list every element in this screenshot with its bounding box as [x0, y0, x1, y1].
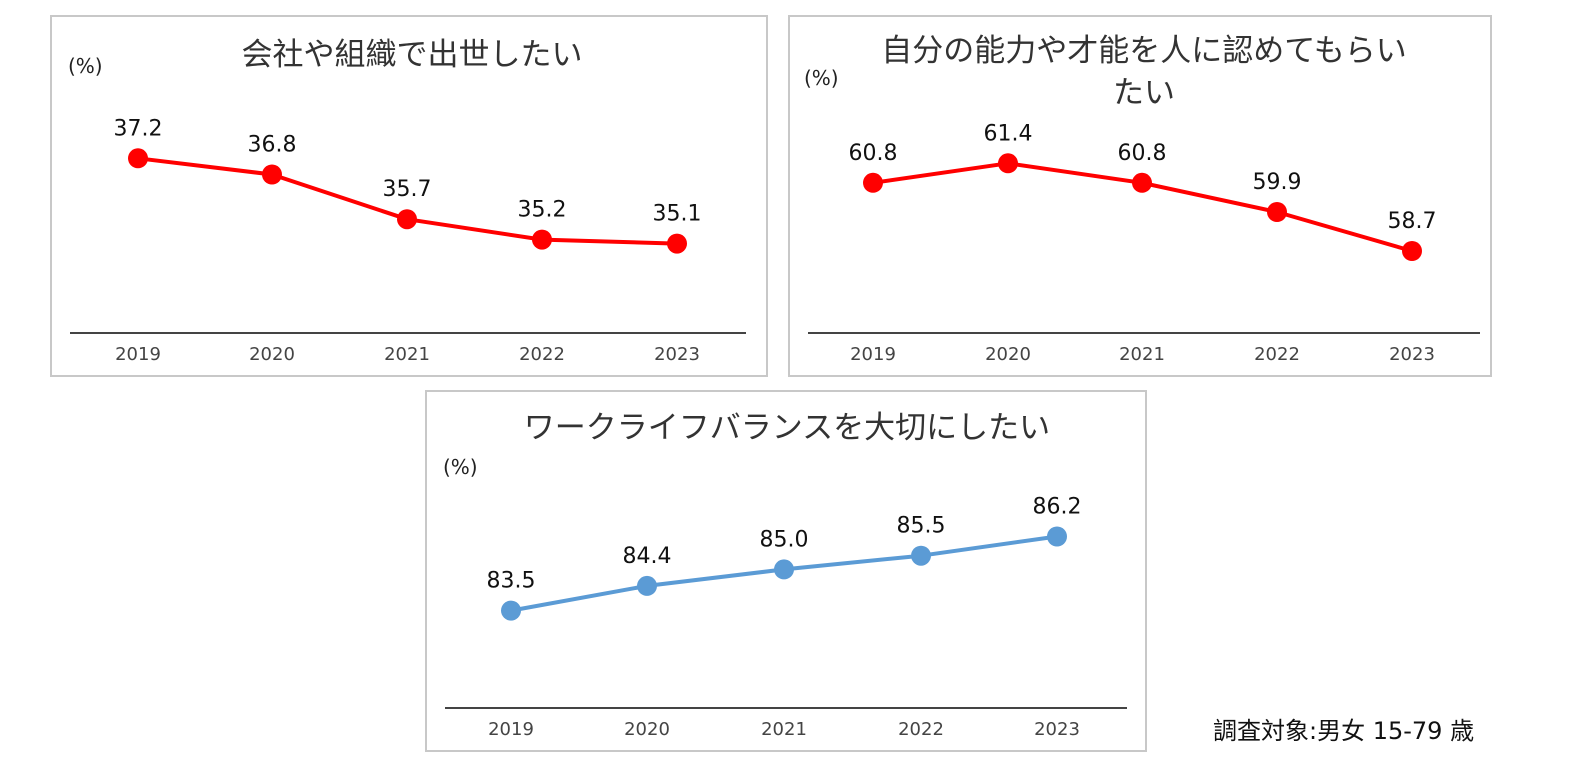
- data-label-2019: 60.8: [849, 141, 898, 166]
- data-point-2019: [501, 600, 521, 621]
- data-point-2022: [532, 229, 552, 250]
- data-label-2021: 60.8: [1118, 141, 1167, 166]
- data-point-2023: [1402, 241, 1422, 261]
- chart-title: 会社や組織で出世したい: [242, 37, 583, 73]
- x-tick-2020: 2020: [624, 719, 670, 740]
- x-tick-2023: 2023: [1034, 719, 1080, 740]
- chart-title-line-1: 自分の能力や才能を人に認めてもらい: [881, 33, 1406, 69]
- data-point-2020: [998, 153, 1018, 174]
- x-tick-2019: 2019: [488, 719, 534, 740]
- x-tick-2020: 2020: [249, 344, 295, 365]
- chart-svg-career: 会社や組織で出世したい (%) 37.2 2019 36.8 2020 35.7 2021…: [68, 37, 746, 365]
- chart-panel-work-life-balance: ワークライフバランスを大切にしたい (%) 83.5 2019 84.4 2020 85…: [425, 390, 1147, 752]
- x-tick-2021: 2021: [384, 344, 430, 365]
- data-label-2023: 35.1: [653, 202, 702, 227]
- x-tick-2019: 2019: [850, 344, 896, 365]
- data-label-2022: 85.5: [897, 514, 946, 539]
- data-point-2021: [1132, 172, 1152, 193]
- data-label-2021: 35.7: [383, 177, 432, 202]
- chart-svg-work-life-balance: ワークライフバランスを大切にしたい (%) 83.5 2019 84.4 2020 85…: [443, 410, 1127, 740]
- chart-title: ワークライフバランスを大切にしたい: [524, 410, 1050, 446]
- x-tick-2021: 2021: [761, 719, 807, 740]
- data-label-2019: 83.5: [487, 569, 536, 594]
- data-point-2022: [1267, 202, 1287, 222]
- data-label-2020: 84.4: [623, 544, 672, 569]
- x-tick-2020: 2020: [985, 344, 1031, 365]
- x-tick-2019: 2019: [115, 344, 161, 365]
- chart-panel-career: 会社や組織で出世したい (%) 37.2 2019 36.8 2020 35.7 2021…: [50, 15, 768, 377]
- survey-note: 調査対象:男女 15-79 歳: [1213, 717, 1475, 745]
- data-point-2019: [128, 148, 148, 169]
- data-label-2021: 85.0: [760, 527, 809, 552]
- chart-title-line-2: たい: [1113, 75, 1175, 111]
- data-label-2020: 36.8: [248, 133, 297, 158]
- x-tick-2022: 2022: [519, 344, 565, 365]
- data-point-2020: [637, 575, 657, 596]
- x-tick-2023: 2023: [1389, 344, 1435, 365]
- data-point-2020: [262, 164, 282, 185]
- data-point-2021: [774, 559, 794, 580]
- data-label-2022: 35.2: [518, 198, 567, 223]
- data-point-2019: [863, 172, 883, 193]
- data-point-2023: [1047, 526, 1067, 547]
- chart-svg-recognition: 自分の能力や才能を人に認めてもらい たい (%) 60.8 2019 61.4 202…: [804, 33, 1480, 365]
- x-tick-2021: 2021: [1119, 344, 1165, 365]
- unit-label: (%): [804, 66, 839, 90]
- data-label-2020: 61.4: [984, 121, 1033, 146]
- x-tick-2023: 2023: [654, 344, 700, 365]
- data-label-2023: 58.7: [1388, 209, 1437, 234]
- x-tick-2022: 2022: [898, 719, 944, 740]
- data-point-2021: [397, 209, 417, 230]
- data-point-2023: [667, 233, 687, 254]
- data-point-2022: [911, 545, 931, 566]
- unit-label: (%): [68, 54, 103, 78]
- data-label-2023: 86.2: [1033, 495, 1082, 520]
- x-tick-2022: 2022: [1254, 344, 1300, 365]
- data-label-2022: 59.9: [1253, 170, 1302, 195]
- data-label-2019: 37.2: [114, 116, 163, 141]
- unit-label: (%): [443, 455, 478, 479]
- chart-panel-recognition: 自分の能力や才能を人に認めてもらい たい (%) 60.8 2019 61.4 202…: [788, 15, 1492, 377]
